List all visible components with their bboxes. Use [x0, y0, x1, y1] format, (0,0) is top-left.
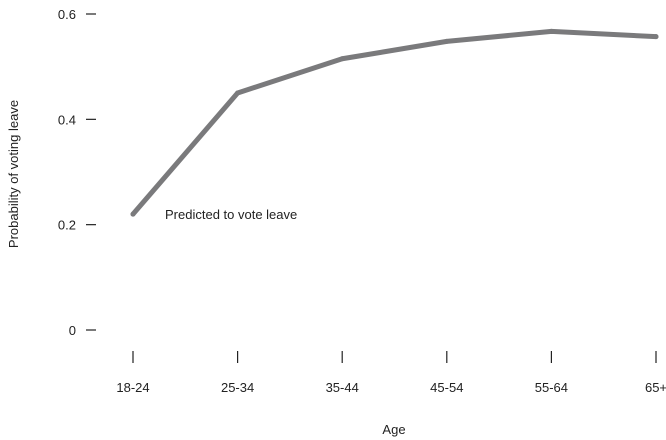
annotation: Predicted to vote leave — [165, 207, 297, 222]
data-point — [548, 28, 554, 34]
series-line — [130, 28, 659, 217]
x-tick-label: 65+ — [645, 380, 666, 395]
data-point — [339, 56, 345, 62]
data-point — [130, 211, 136, 217]
y-tick-label: 0 — [69, 323, 76, 338]
x-tick-label: 35-44 — [326, 380, 359, 395]
y-tick-label: 0.4 — [58, 112, 76, 127]
y-tick-label: 0.6 — [58, 7, 76, 22]
data-point — [653, 34, 659, 40]
y-axis: 0 0.2 0.4 0.6 — [58, 7, 96, 338]
x-tick-label: 55-64 — [535, 380, 568, 395]
x-tick-label: 45-54 — [430, 380, 463, 395]
data-point — [444, 38, 450, 44]
x-tick-label: 18-24 — [116, 380, 149, 395]
x-tick-label: 25-34 — [221, 380, 254, 395]
data-point — [235, 90, 241, 96]
y-axis-title: Probability of voting leave — [6, 100, 21, 248]
y-tick-label: 0.2 — [58, 218, 76, 233]
x-axis: 18-24 25-34 35-44 45-54 55-64 65+ — [116, 351, 666, 395]
x-axis-title: Age — [382, 422, 405, 437]
